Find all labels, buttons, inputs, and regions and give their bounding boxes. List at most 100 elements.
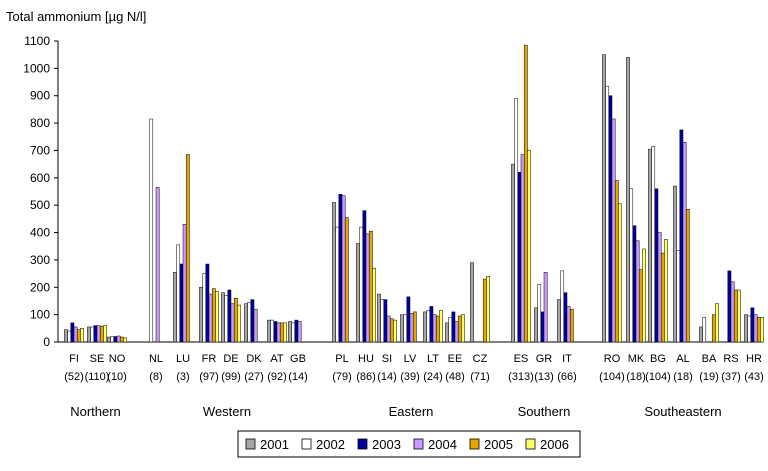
- bar-SI-2002: [380, 299, 385, 343]
- bar-SI-2006: [393, 319, 397, 343]
- bar-HR-2005: [756, 317, 761, 343]
- bar-DE-2003: [227, 289, 232, 343]
- bar-SE-2001: [87, 326, 91, 343]
- x-axis: FI (52) SE (110) NO (10) NL (8) LU (3) FR (97) DE (99…: [64, 353, 764, 383]
- bar-ES-2004: [520, 154, 525, 343]
- legend-swatch-2002: [301, 438, 312, 450]
- category-label: AL: [676, 353, 689, 365]
- bar-LT-2003: [429, 306, 434, 343]
- category-label: NO: [109, 353, 126, 365]
- bar-ES-2003: [517, 172, 522, 343]
- bar-GB-2001: [288, 321, 292, 343]
- bar-MK-2005: [638, 269, 643, 343]
- bar-HU-2006: [372, 267, 376, 343]
- bar-CZ-2005: [482, 278, 487, 343]
- bar-HR-2003: [750, 307, 755, 343]
- category-count: (99): [221, 371, 241, 383]
- bar-MK-2003: [632, 225, 637, 343]
- category-count: (8): [149, 371, 162, 383]
- bar-MK-2001: [626, 57, 630, 343]
- category-label: IT: [562, 353, 572, 365]
- bar-GR-2004: [543, 271, 548, 343]
- bar-PL-2001: [332, 202, 336, 343]
- bar-EE-2004: [454, 321, 459, 343]
- bar-RS-2003: [727, 270, 732, 343]
- category-count: (97): [199, 371, 219, 383]
- bar-MK-2004: [635, 240, 640, 343]
- bar-SE-2004: [96, 325, 101, 343]
- bar-HU-2002: [359, 226, 364, 343]
- bar-EE-2006: [461, 314, 465, 343]
- legend-label-2004: 2004: [428, 437, 457, 452]
- bar-RO-2006: [618, 203, 622, 343]
- category-count: (110): [85, 371, 110, 383]
- bar-EE-2002: [448, 317, 453, 343]
- bar-CZ-2001: [470, 262, 474, 343]
- bar-ES-2005: [523, 44, 528, 343]
- bar-LV-2004: [409, 313, 414, 343]
- legend-label-2003: 2003: [372, 437, 401, 452]
- bar-HR-2004: [753, 314, 758, 343]
- bar-LT-2006: [439, 310, 443, 343]
- category-label: LV: [404, 353, 417, 365]
- region-label: Northern: [70, 404, 121, 419]
- category-count: (24): [423, 371, 443, 383]
- category-label: AT: [270, 353, 284, 365]
- bar-IT-2005: [569, 308, 574, 343]
- bar-AT-2004: [276, 322, 281, 343]
- bar-BG-2002: [651, 146, 656, 343]
- region-label: Southern: [518, 404, 571, 419]
- bars: [64, 44, 764, 343]
- category-count: (27): [244, 371, 264, 383]
- bar-AT-2001: [267, 319, 271, 343]
- bar-NL-2004: [155, 187, 160, 343]
- bar-BG-2006: [664, 239, 668, 343]
- category-count: (48): [445, 371, 465, 383]
- bar-DK-2002: [247, 302, 252, 343]
- bar-LV-2005: [412, 311, 417, 343]
- bar-RS-2004: [730, 281, 735, 343]
- category-label: DE: [223, 353, 238, 365]
- legend-swatch-2001: [245, 438, 256, 450]
- bar-SI-2004: [386, 315, 391, 343]
- bar-ES-2002: [514, 98, 519, 343]
- bar-FR-2004: [208, 293, 213, 343]
- bar-HR-2006: [760, 317, 764, 343]
- region-label: Western: [203, 404, 251, 419]
- bar-DK-2001: [244, 303, 248, 343]
- bar-AT-2002: [270, 319, 275, 343]
- bar-BA-2001: [699, 326, 703, 343]
- y-tick-label: 700: [30, 143, 50, 157]
- category-label: FR: [202, 353, 217, 365]
- bar-LT-2004: [432, 314, 437, 343]
- legend-swatch-2004: [413, 438, 424, 450]
- category-count: (14): [288, 371, 308, 383]
- bar-RO-2004: [611, 118, 616, 343]
- y-tick-label: 1000: [23, 61, 50, 75]
- bar-LT-2005: [435, 315, 440, 343]
- bar-LT-2002: [426, 310, 431, 343]
- category-count: (79): [332, 371, 352, 383]
- bar-AL-2005: [685, 209, 690, 343]
- category-label: BG: [650, 353, 666, 365]
- y-tick-label: 900: [30, 89, 50, 103]
- bar-SE-2005: [99, 325, 104, 343]
- bar-FR-2003: [205, 263, 210, 343]
- bar-EE-2001: [445, 322, 449, 343]
- category-label: SE: [90, 353, 105, 365]
- bar-FI-2004: [73, 326, 78, 343]
- bar-GR-2002: [537, 284, 542, 343]
- bar-SI-2003: [383, 299, 388, 343]
- bar-HU-2005: [368, 230, 373, 343]
- bar-LV-2001: [400, 314, 404, 343]
- y-axis: 0 100 200 300 400 500 600 700 800 900 1000 1100: [23, 34, 763, 349]
- bar-LV-2002: [403, 314, 408, 343]
- bar-NO-2005: [119, 336, 124, 343]
- bar-SE-2002: [90, 326, 95, 343]
- region-labels: Northern Western Eastern Southern Southeaste…: [70, 404, 721, 419]
- category-count: (10): [107, 371, 127, 383]
- category-count: (19): [699, 371, 719, 383]
- category-count: (104): [645, 371, 671, 383]
- bar-LU-2001: [173, 271, 177, 343]
